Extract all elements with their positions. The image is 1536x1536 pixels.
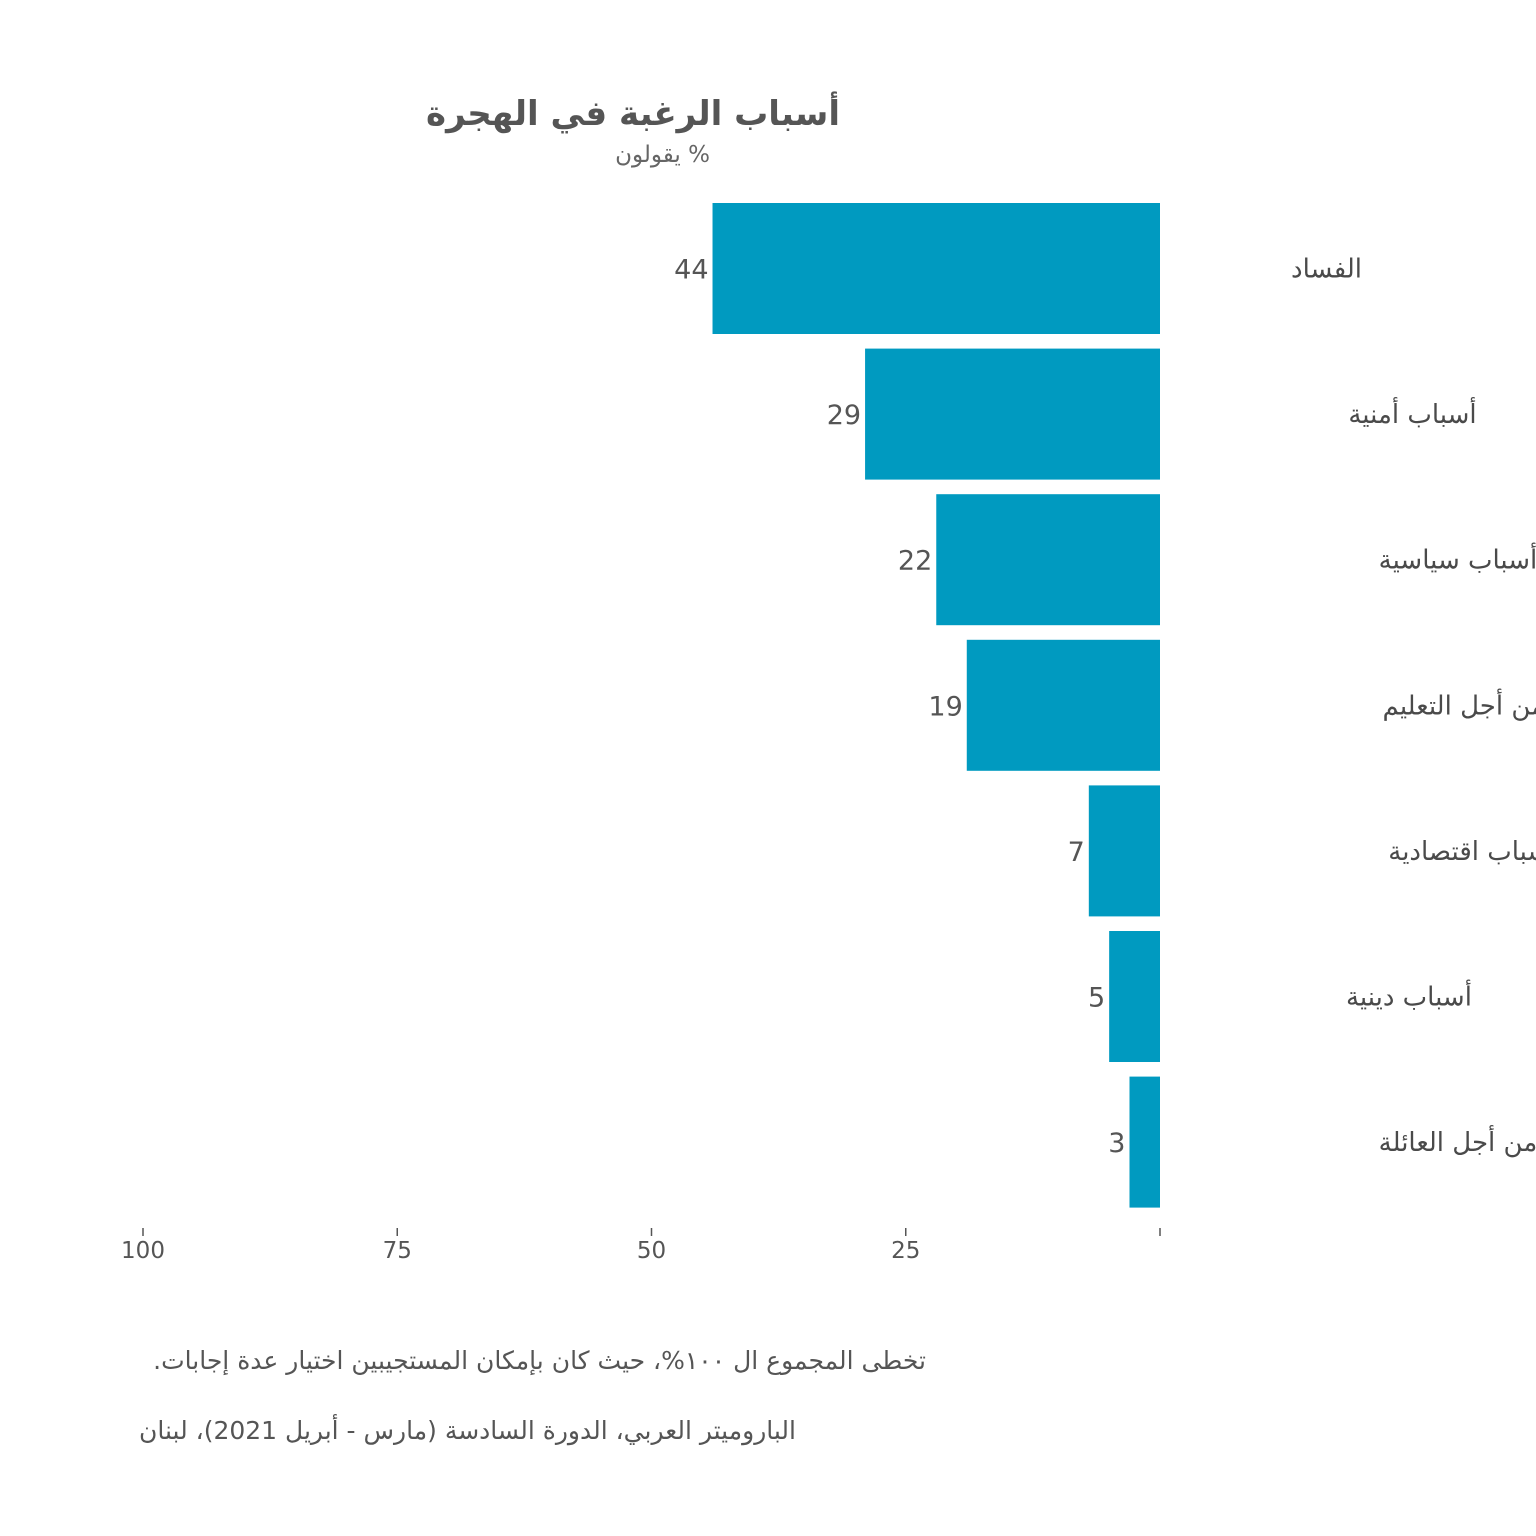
- bar-chart: 44 الفساد 29 أسباب أمنية 22 أسباب سياسية 19 من …: [121, 203, 1536, 1264]
- category-label-7: من أجل العائلة: [1379, 1124, 1536, 1158]
- bar-2: [865, 348, 1160, 480]
- data-label-3: 22: [898, 546, 932, 577]
- bar-4: [966, 639, 1160, 771]
- category-label-6: أسباب دينية: [1346, 979, 1472, 1013]
- category-label-2: أسباب أمنية: [1348, 396, 1476, 430]
- chart-subtitle: % يقولون: [615, 142, 710, 168]
- data-label-2: 29: [827, 400, 861, 431]
- category-label-1: الفساد: [1291, 255, 1362, 285]
- category-label-5: أسباب اقتصادية: [1388, 833, 1536, 867]
- bar-1: [712, 203, 1160, 334]
- data-label-5: 7: [1068, 837, 1085, 868]
- data-label-4: 19: [928, 691, 962, 722]
- footnote-source: الباروميتر العربي، الدورة السادسة (مارس …: [139, 1416, 796, 1445]
- bar-5: [1088, 785, 1160, 917]
- footnote-total: تخطى المجموع ال ١٠٠%، حيث كان بإمكان الم…: [153, 1346, 926, 1375]
- data-label-6: 5: [1088, 983, 1105, 1014]
- x-tick-label-4: 25: [891, 1238, 920, 1264]
- bar-7: [1129, 1076, 1160, 1208]
- category-label-4: من أجل التعليم: [1383, 687, 1536, 721]
- x-tick-label-2: 75: [383, 1238, 412, 1264]
- x-tick-label-1: 100: [121, 1238, 165, 1264]
- data-label-7: 3: [1108, 1128, 1125, 1159]
- bar-3: [936, 494, 1160, 626]
- chart-title: أسباب الرغبة في الهجرة: [426, 94, 840, 134]
- x-tick-label-3: 50: [637, 1238, 666, 1264]
- category-label-3: أسباب سياسية: [1379, 542, 1536, 576]
- bar-6: [1109, 931, 1160, 1062]
- data-label-1: 44: [674, 255, 708, 286]
